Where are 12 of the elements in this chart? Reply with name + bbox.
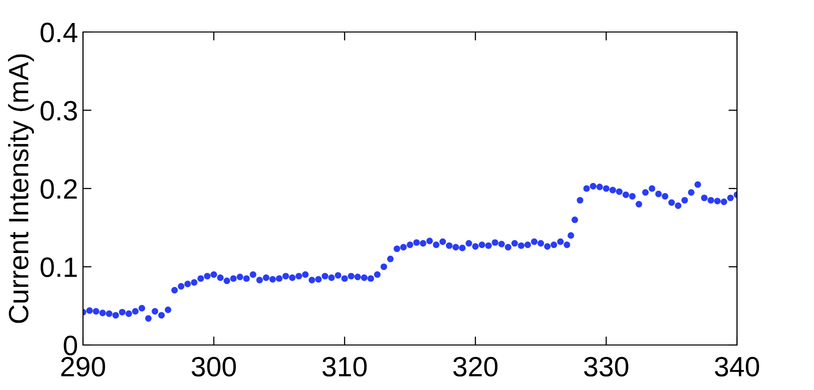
x-tick-label: 310 bbox=[322, 356, 367, 377]
y-tick-label: 0.1 bbox=[40, 257, 77, 278]
x-tick-label: 290 bbox=[61, 356, 106, 377]
y-axis-title: Current Intensity (mA) bbox=[8, 54, 34, 323]
y-tick-label: 0 bbox=[64, 336, 78, 356]
x-tick-label: 330 bbox=[584, 356, 628, 377]
x-tick-label: 300 bbox=[192, 356, 236, 377]
y-tick-label: 0.2 bbox=[40, 179, 77, 199]
y-tick-label: 0.4 bbox=[40, 22, 78, 42]
x-tick-label: 320 bbox=[453, 356, 498, 377]
y-tick-label: 0.3 bbox=[40, 100, 77, 121]
x-tick-label: 340 bbox=[714, 356, 760, 377]
